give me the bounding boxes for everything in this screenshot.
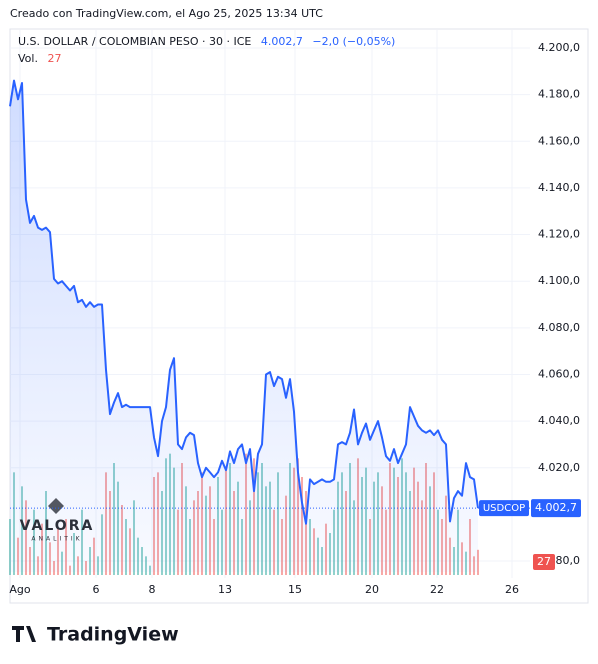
brand-logo: TradingView	[12, 624, 179, 646]
x-tick-label: 20	[365, 583, 379, 596]
watermark-sub: ANALITIK	[31, 536, 82, 543]
volume-last: 27	[47, 52, 61, 65]
x-tick-label: Ago	[9, 583, 31, 596]
brand: TradingView	[47, 624, 179, 646]
y-tick-label: 4.140,0	[538, 181, 580, 194]
volume-tag	[533, 554, 555, 570]
symbol-title: U.S. DOLLAR / COLOMBIAN PESO · 30 · ICE …	[18, 35, 395, 48]
volume-tag-label: 27	[537, 555, 551, 568]
caption: Creado con TradingView.com, el Ago 25, 2…	[10, 7, 323, 20]
price-tag	[531, 499, 581, 518]
header-price: 4.002,7	[261, 35, 303, 48]
x-tick-label: 15	[288, 583, 302, 596]
x-tick-label: 22	[430, 583, 444, 596]
x-tick-label: 8	[149, 583, 156, 596]
symbol-label: USDCOP	[483, 503, 525, 514]
x-tick-label: 13	[218, 583, 232, 596]
x-tick-label: 6	[93, 583, 100, 596]
y-tick-label: 4.180,0	[538, 88, 580, 101]
x-tick-label: 26	[505, 583, 519, 596]
watermark-name: VALORA	[20, 518, 95, 534]
watermark: VALORA ANALITIK	[20, 498, 95, 543]
y-tick-label: 4.040,0	[538, 414, 580, 427]
y-tick-label: 4.200,0	[538, 41, 580, 54]
price-tag-label: 4.002,7	[535, 501, 577, 514]
header-change: −2,0 (−0,05%)	[312, 35, 395, 48]
y-tick-label: 4.120,0	[538, 228, 580, 241]
y-tick-label: 4.020,0	[538, 461, 580, 474]
volume-title: Vol.	[18, 52, 38, 65]
title: U.S. DOLLAR / COLOMBIAN PESO · 30 · ICE	[18, 35, 251, 48]
symbol-tag	[479, 500, 529, 517]
area-fill	[10, 80, 478, 572]
y-tick-label: 4.060,0	[538, 367, 580, 380]
price-line	[9, 79, 479, 525]
y-tick-label: 4.160,0	[538, 134, 580, 147]
y-tick-label: 4.100,0	[538, 274, 580, 287]
y-tick-label: 4.080,0	[538, 321, 580, 334]
volume-header: Vol. 27	[18, 52, 61, 65]
